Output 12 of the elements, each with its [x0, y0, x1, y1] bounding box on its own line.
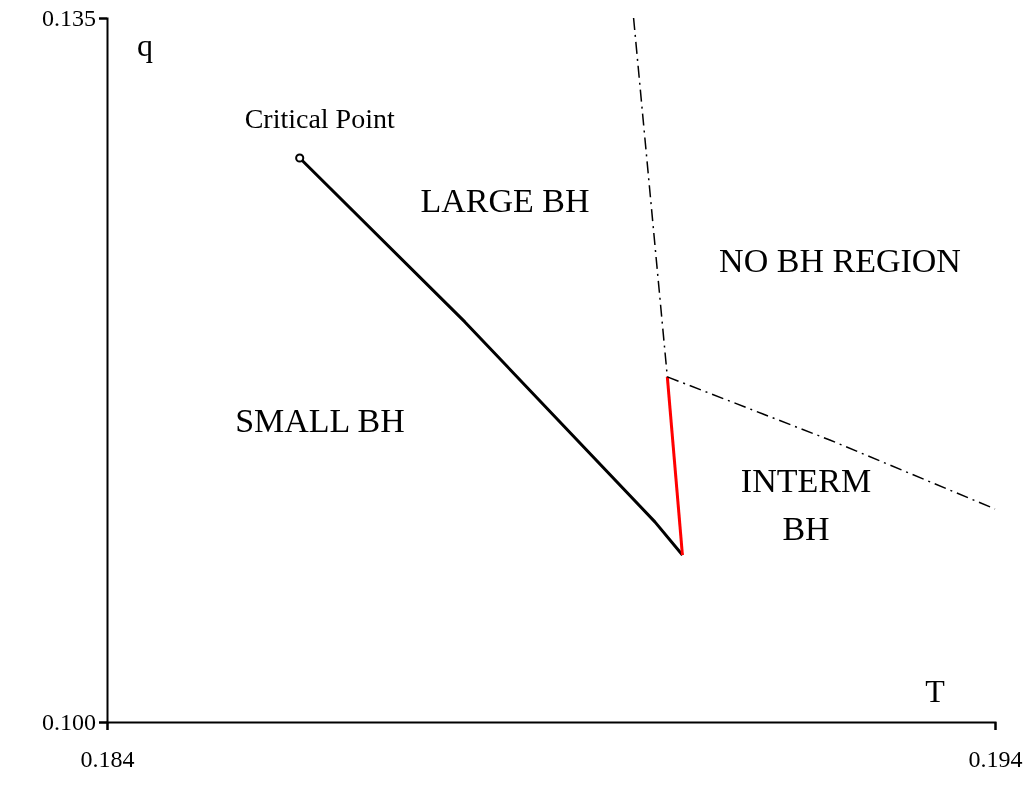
annotation: LARGE BH: [420, 182, 590, 219]
x-axis-title: T: [925, 673, 946, 709]
annotation: BH: [782, 510, 830, 547]
y-tick-label: 0.135: [42, 5, 96, 32]
y-tick-label: 0.100: [42, 709, 96, 736]
annotation: SMALL BH: [235, 402, 405, 439]
x-tick-label: 0.194: [968, 745, 1023, 772]
annotation: INTERM: [740, 462, 872, 499]
annotation: Critical Point: [244, 103, 395, 134]
annotation: NO BH REGION: [719, 242, 961, 279]
y-axis-title: q: [137, 27, 153, 63]
x-tick-label: 0.184: [80, 745, 135, 772]
